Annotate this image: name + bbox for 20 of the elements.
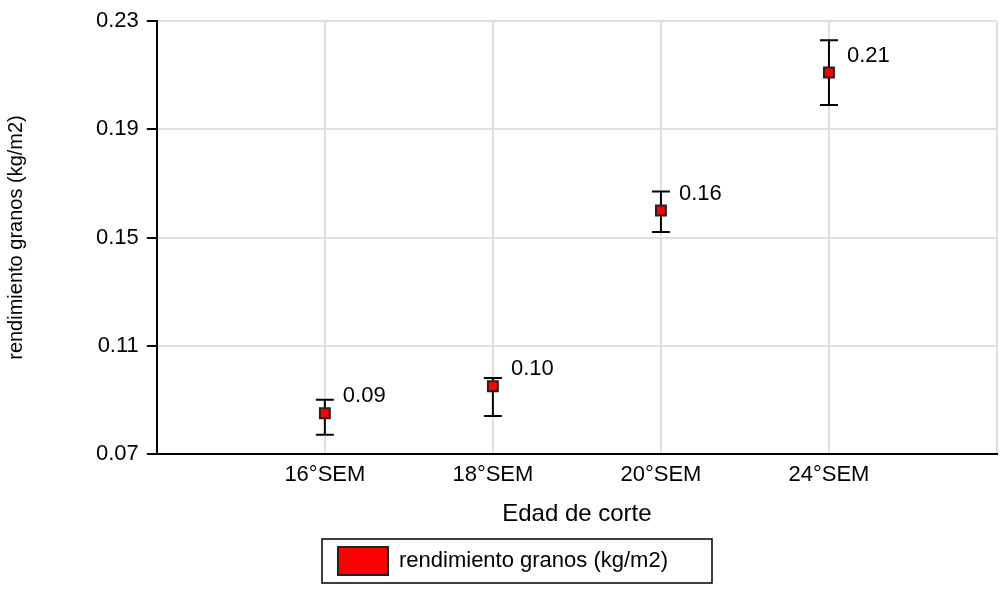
data-label: 0.21 bbox=[846, 41, 890, 67]
y-axis-title: rendimiento granos (kg/m2) bbox=[3, 115, 26, 360]
x-tick-label: 18°SEM bbox=[452, 461, 534, 487]
x-tick-label: 24°SEM bbox=[788, 461, 870, 487]
point bbox=[823, 66, 835, 79]
data-label: 0.10 bbox=[510, 355, 554, 381]
point bbox=[318, 407, 331, 420]
x-tick-label: 16°SEM bbox=[284, 461, 366, 487]
data-label: 0.16 bbox=[678, 179, 722, 205]
point bbox=[654, 204, 667, 217]
x-tick-label: 20°SEM bbox=[620, 461, 702, 487]
y-tick-label: 0.19 bbox=[95, 115, 139, 141]
y-tick-label: 0.23 bbox=[95, 7, 139, 33]
y-tick-label: 0.15 bbox=[95, 223, 139, 249]
y-tick-label: 0.07 bbox=[95, 439, 139, 465]
y-tick-label: 0.11 bbox=[97, 331, 139, 357]
x-axis-title: Edad de corte bbox=[502, 499, 652, 527]
point bbox=[486, 380, 499, 393]
legend-label: rendimiento granos (kg/m2) bbox=[399, 547, 669, 573]
data-label: 0.09 bbox=[342, 382, 386, 408]
